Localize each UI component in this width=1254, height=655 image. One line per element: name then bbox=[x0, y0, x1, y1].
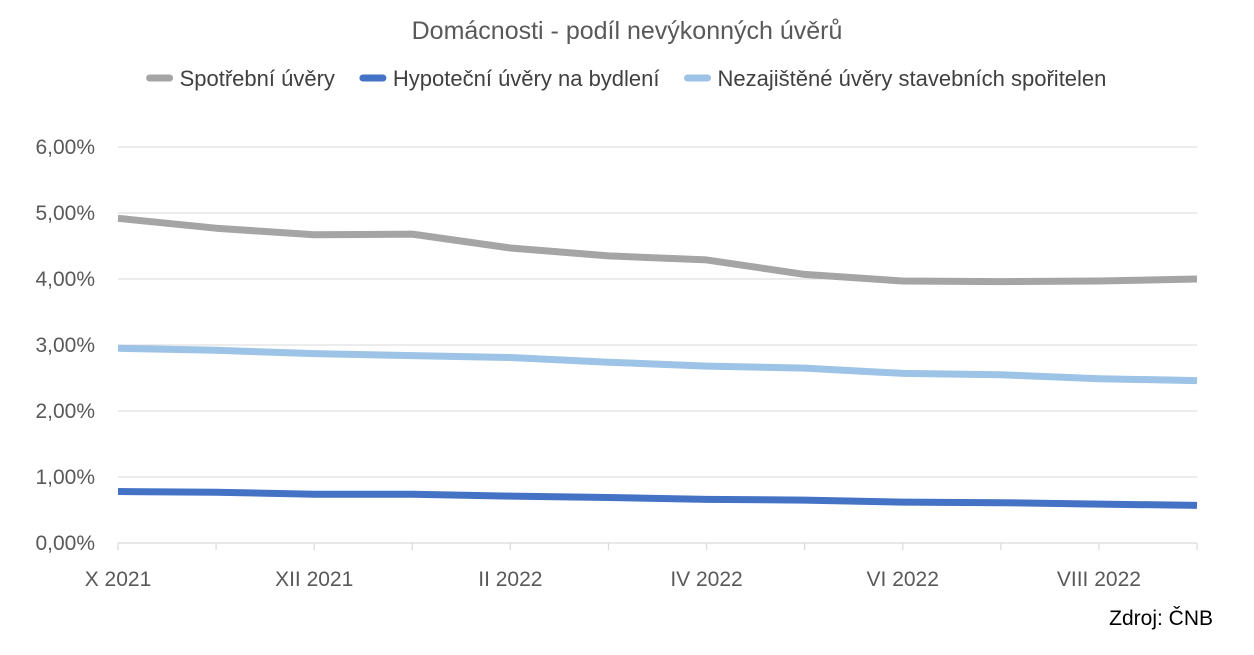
x-tick-label: X 2021 bbox=[85, 568, 152, 591]
x-axis: X 2021 XII 2021 II 2022 IV 2022 VI 2022 VIII … bbox=[85, 542, 1198, 591]
y-tick-label: 3,00% bbox=[35, 334, 95, 357]
series-lines bbox=[117, 214, 1198, 509]
y-tick-label: 4,00% bbox=[35, 268, 95, 291]
x-tick-label: VIII 2022 bbox=[1057, 568, 1141, 591]
x-tick-label: VI 2022 bbox=[867, 568, 939, 591]
legend-item-2: Hypoteční úvěry na bydlení bbox=[359, 66, 660, 91]
y-tick-label: 2,00% bbox=[35, 400, 95, 423]
y-tick-label: 6,00% bbox=[35, 136, 95, 159]
y-tick-label: 5,00% bbox=[35, 202, 95, 225]
legend-label: Spotřební úvěry bbox=[180, 66, 335, 91]
y-axis-tick-labels: 0,00% 1,00% 2,00% 3,00% 4,00% 5,00% 6,00% bbox=[35, 136, 95, 555]
x-tick-label: II 2022 bbox=[478, 568, 542, 591]
series-line-3 bbox=[117, 344, 1198, 385]
source-note: Zdroj: ČNB bbox=[1109, 607, 1213, 630]
legend-label: Hypoteční úvěry na bydlení bbox=[393, 66, 660, 91]
x-tick-label: XII 2021 bbox=[275, 568, 353, 591]
legend-item-1: Spotřební úvěry bbox=[146, 66, 335, 91]
legend: Spotřební úvěry Hypoteční úvěry na bydlen… bbox=[146, 66, 1107, 91]
chart-title: Domácnosti - podíl nevýkonných úvěrů bbox=[412, 17, 843, 45]
legend-label: Nezajištěné úvěry stavebních spořitelen bbox=[718, 66, 1107, 91]
y-tick-label: 1,00% bbox=[35, 466, 95, 489]
y-tick-label: 0,00% bbox=[35, 532, 95, 555]
gridlines bbox=[118, 146, 1197, 478]
legend-item-3: Nezajištěné úvěry stavebních spořitelen bbox=[684, 66, 1107, 91]
x-tick-label: IV 2022 bbox=[670, 568, 742, 591]
series-line-1 bbox=[117, 214, 1198, 286]
series-line-2 bbox=[117, 488, 1198, 509]
